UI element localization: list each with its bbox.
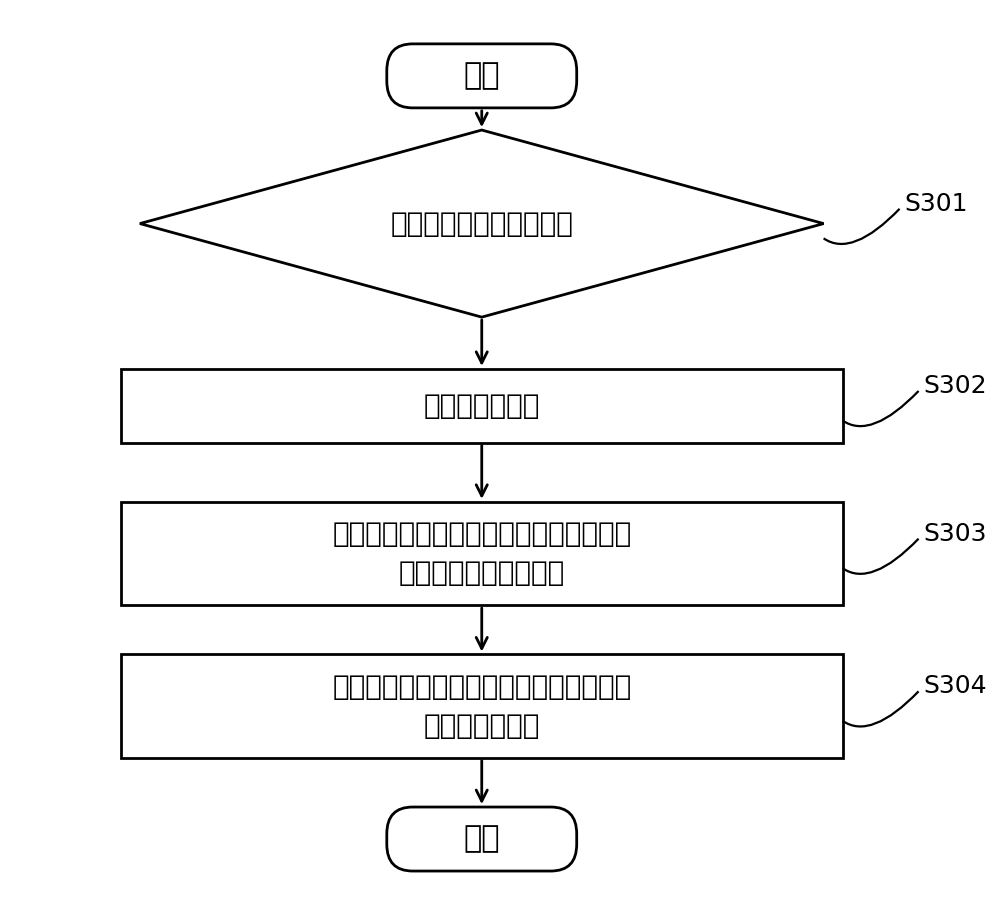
Text: 开始: 开始 [464,62,500,90]
Text: S302: S302 [923,375,987,398]
Bar [121,502,843,605]
Text: S304: S304 [923,674,987,698]
Text: S301: S301 [904,192,968,216]
Polygon shape [140,130,824,317]
Text: 依据压缩机模拟工装的运行状态生成驱动
故障检测结果。: 依据压缩机模拟工装的运行状态生成驱动 故障检测结果。 [332,673,631,740]
Text: S303: S303 [923,522,987,545]
Text: 结束: 结束 [464,824,500,854]
FancyBboxPatch shape [387,807,577,871]
Text: 检测是否满足预设条件？: 检测是否满足预设条件？ [390,210,573,237]
Bar [121,654,843,758]
Text: 调用预设定的售后压缩机驱动参数以驱动
压缩机模拟工装运行。: 调用预设定的售后压缩机驱动参数以驱动 压缩机模拟工装运行。 [332,520,631,587]
Bar [121,369,843,443]
FancyBboxPatch shape [387,44,577,108]
Text: 进入检修模式。: 进入检修模式。 [424,392,540,420]
